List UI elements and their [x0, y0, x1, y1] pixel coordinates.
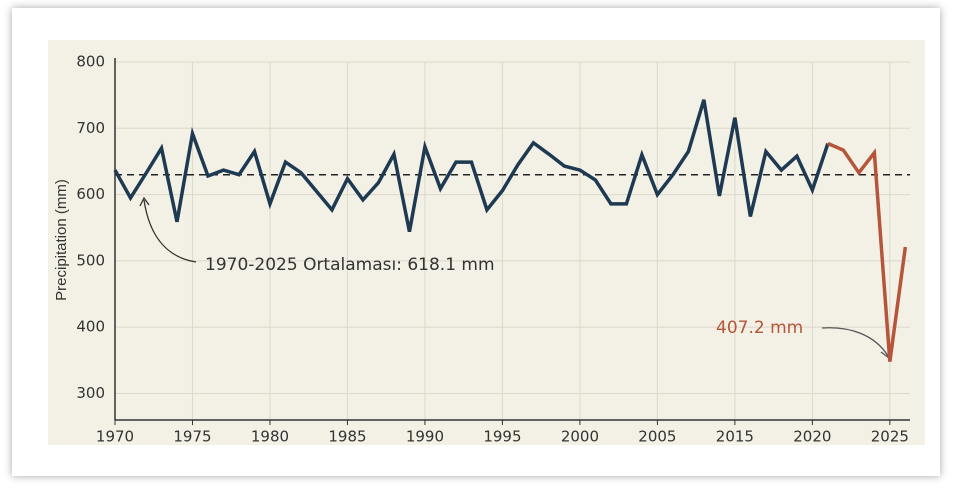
arrow [821, 327, 889, 357]
x-tick-label: 1975 [173, 428, 211, 446]
y-tick-label: 500 [76, 251, 105, 269]
series-line [827, 141, 908, 362]
annotation: 1970-2025 Ortalaması: 618.1 mm [205, 255, 495, 275]
x-tick-label: 1985 [328, 428, 366, 446]
y-tick-label: 800 [76, 53, 105, 71]
x-tick-label: 2020 [793, 428, 831, 446]
x-tick-label: 2005 [638, 428, 676, 446]
y-tick-label: 600 [76, 185, 105, 203]
x-tick-label: 1970 [96, 428, 134, 446]
plot-background [48, 40, 925, 445]
x-tick-label: 2025 [871, 428, 909, 446]
grid [114, 61, 910, 420]
annotation: 407.2 mm [716, 318, 803, 338]
x-tick-label: 2015 [716, 428, 754, 446]
x-tick-label: 1990 [406, 428, 444, 446]
arrow-head [139, 196, 150, 207]
arrow [143, 199, 197, 263]
x-tick-label: 1980 [251, 428, 289, 446]
x-tick-label: 2000 [561, 428, 599, 446]
series-line [113, 99, 830, 233]
y-tick-label: 300 [76, 384, 105, 402]
y-tick-label: 400 [76, 318, 105, 336]
x-tick-label: 1995 [483, 428, 521, 446]
y-axis-label: Precipitation (mm) [53, 179, 70, 301]
y-tick-label: 700 [76, 119, 105, 137]
